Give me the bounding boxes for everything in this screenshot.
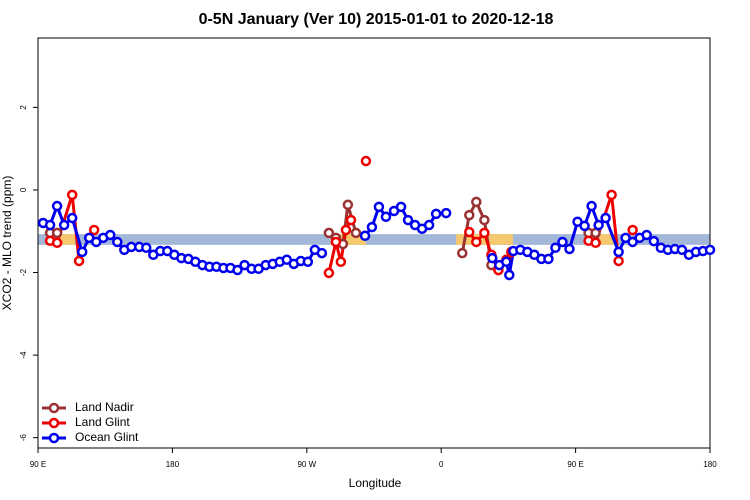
data-point	[366, 221, 378, 233]
data-point	[479, 214, 490, 226]
data-point	[335, 256, 347, 268]
data-point	[479, 227, 490, 239]
highlight-range	[599, 234, 614, 245]
y-tick-label: 2	[19, 105, 28, 110]
y-tick-label: -2	[19, 268, 28, 276]
data-point	[550, 242, 561, 253]
data-point	[316, 247, 328, 259]
data-point	[105, 229, 116, 241]
data-point	[464, 226, 475, 238]
data-point	[593, 219, 604, 231]
x-tick-label: 90 W	[297, 460, 316, 469]
x-tick-label: 90 E	[30, 460, 46, 469]
legend-label: Land Glint	[75, 415, 130, 429]
highlight-range	[456, 234, 513, 245]
y-tick-label: 0	[19, 187, 28, 192]
data-point	[457, 247, 468, 259]
data-point	[340, 224, 352, 236]
y-tick-label: -6	[19, 434, 28, 442]
data-point	[676, 244, 688, 256]
data-point	[323, 267, 335, 279]
data-point	[51, 227, 63, 239]
data-point	[51, 200, 63, 212]
data-point	[440, 207, 452, 219]
data-point	[641, 229, 652, 241]
reference-band	[38, 234, 710, 245]
data-point	[543, 253, 554, 265]
data-point	[342, 199, 354, 211]
data-point	[564, 243, 575, 255]
y-tick-label: -4	[19, 351, 28, 359]
data-point	[66, 189, 78, 201]
x-tick-label: 180	[166, 460, 180, 469]
data-point	[579, 220, 590, 232]
data-point	[359, 230, 371, 242]
data-point	[471, 196, 482, 208]
data-point	[402, 214, 414, 226]
data-point	[232, 264, 243, 276]
data-point	[302, 256, 314, 268]
data-point	[66, 212, 78, 224]
chart-title: 0-5N January (Ver 10) 2015-01-01 to 2020…	[199, 11, 554, 28]
data-point	[590, 237, 601, 249]
highlight-range	[330, 234, 366, 245]
data-point	[330, 236, 342, 248]
data-point	[373, 201, 385, 213]
y-axis-label: XCO2 - MLO trend (ppm)	[0, 176, 14, 311]
data-point	[557, 236, 568, 248]
data-point	[112, 236, 123, 248]
data-point	[360, 155, 372, 167]
data-point	[586, 200, 597, 212]
data-point	[380, 211, 392, 223]
legend-swatch-marker	[48, 417, 60, 429]
legend-label: Land Nadir	[75, 400, 134, 414]
data-point	[430, 208, 442, 220]
x-axis-label: Longitude	[349, 476, 402, 490]
legend-label: Ocean Glint	[75, 430, 139, 444]
data-point	[487, 252, 498, 264]
highlight-range	[60, 234, 76, 245]
data-point	[345, 214, 357, 226]
data-point	[648, 235, 660, 247]
data-point	[464, 209, 475, 221]
legend-swatch-marker	[48, 402, 60, 414]
data-point	[504, 269, 515, 281]
data-point	[613, 246, 624, 258]
data-point	[44, 219, 56, 231]
x-tick-label: 0	[439, 460, 444, 469]
data-point	[51, 237, 63, 249]
data-point	[73, 255, 85, 267]
plot-frame	[37, 37, 711, 449]
data-point	[606, 189, 617, 201]
data-point	[323, 227, 335, 239]
x-tick-label: 180	[703, 460, 717, 469]
x-tick-label: 90 E	[567, 460, 583, 469]
legend-swatch-marker	[48, 432, 60, 444]
data-point	[141, 242, 152, 253]
data-point	[395, 201, 407, 213]
data-point	[350, 227, 362, 239]
data-point	[627, 224, 638, 236]
data-point	[58, 219, 70, 231]
data-point	[471, 236, 482, 248]
data-point	[501, 256, 512, 268]
data-point	[704, 244, 716, 256]
data-point	[600, 212, 611, 224]
data-point	[88, 224, 100, 236]
data-point	[76, 246, 88, 258]
data-point	[423, 219, 435, 231]
data-point	[613, 255, 624, 267]
